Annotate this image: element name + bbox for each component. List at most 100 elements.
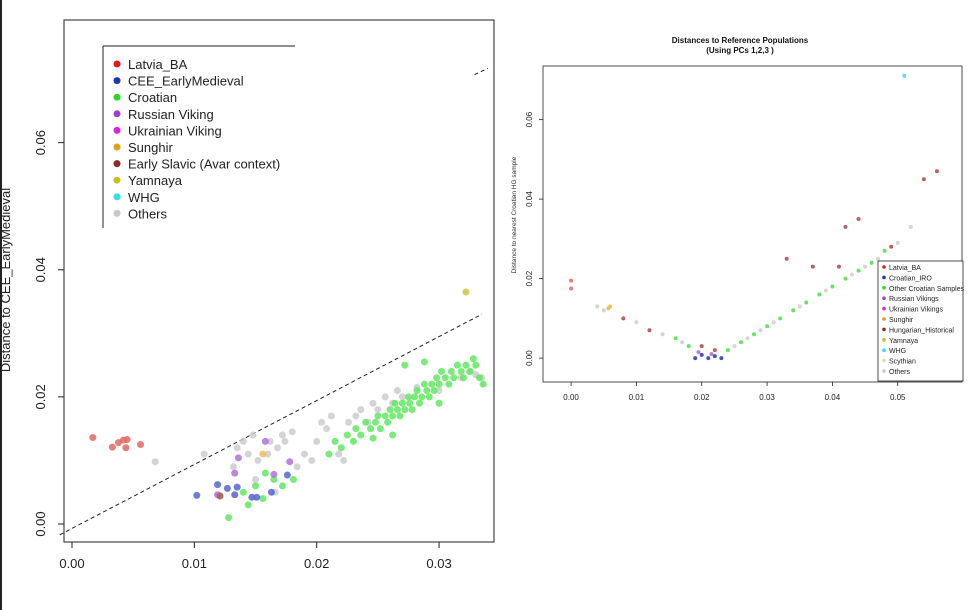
- data-point-others: [300, 450, 308, 458]
- legend-label: Russian Viking: [128, 107, 214, 122]
- x-tick-label: 0.00: [563, 393, 579, 402]
- data-point-others: [274, 444, 282, 452]
- data-point-croatian: [376, 425, 384, 433]
- data-point-hungarian-historical: [856, 216, 861, 221]
- legend-swatch: [113, 193, 121, 201]
- legend-label: Russian Vikings: [889, 296, 939, 303]
- data-point-others: [293, 463, 301, 471]
- data-point-others: [908, 224, 913, 229]
- data-point-others: [308, 456, 316, 464]
- data-point-croatian: [441, 374, 449, 382]
- data-point-others: [357, 406, 365, 414]
- data-point-croatian: [239, 488, 247, 496]
- legend-swatch: [113, 77, 121, 85]
- data-point-others: [680, 340, 685, 345]
- data-point-latvia-ba: [569, 286, 574, 291]
- data-point-croatian: [252, 482, 260, 490]
- data-point-latvia-ba: [122, 444, 130, 452]
- data-point-croatian: [391, 399, 399, 407]
- data-point-croatian: [415, 399, 423, 407]
- data-point-hungarian-historical: [810, 264, 815, 269]
- data-point-latvia-ba: [569, 278, 574, 283]
- data-point-croatian-iro: [719, 356, 724, 361]
- legend-label: Yamnaya: [889, 338, 918, 345]
- data-point-croatian-iro: [699, 352, 704, 357]
- data-point-other-croatian-samples: [817, 292, 822, 297]
- data-point-croatian: [337, 444, 345, 452]
- x-tick-label: 0.02: [304, 556, 329, 571]
- data-point-croatian: [445, 380, 453, 388]
- data-point-others: [200, 450, 208, 458]
- legend-label: Latvia_BA: [128, 57, 188, 72]
- data-point-croatian: [428, 380, 436, 388]
- data-point-latvia-ba: [137, 441, 145, 449]
- data-point-croatian: [331, 437, 339, 445]
- data-point-croatian: [460, 374, 468, 382]
- data-point-croatian: [438, 367, 446, 375]
- data-point-others: [249, 431, 257, 439]
- data-point-croatian-iro: [712, 354, 717, 359]
- data-point-croatian: [420, 358, 428, 366]
- data-point-other-croatian-samples: [882, 248, 887, 253]
- legend-swatch: [113, 176, 121, 184]
- data-point-croatian: [398, 399, 406, 407]
- data-point-early-slavic-avar-context-: [216, 492, 224, 500]
- legend-label: Scythian: [889, 359, 916, 366]
- data-point-other-croatian-samples: [778, 316, 783, 321]
- data-point-whg: [902, 73, 907, 78]
- y-axis-label: Distance to nearest Croatian HG sample: [511, 156, 518, 273]
- data-point-croatian: [418, 393, 426, 401]
- data-point-others: [374, 406, 382, 414]
- data-point-others: [230, 463, 238, 471]
- data-point-russian-viking: [234, 454, 242, 462]
- data-point-croatian: [401, 361, 409, 369]
- data-point-others: [244, 450, 252, 458]
- legend-swatch: [113, 126, 121, 134]
- data-point-yamnaya: [462, 288, 470, 296]
- data-point-croatian: [404, 393, 412, 401]
- data-point-others: [771, 320, 776, 325]
- legend-swatch: [882, 286, 886, 290]
- data-point-others: [264, 450, 272, 458]
- data-point-cee-earlymedieval: [223, 484, 231, 492]
- data-point-cee-earlymedieval: [231, 491, 239, 499]
- data-point-croatian: [435, 380, 443, 388]
- legend-label: Croatian_IRO: [889, 275, 932, 282]
- reference-dashed-segment: [474, 67, 489, 76]
- x-tick-label: 0.04: [825, 393, 841, 402]
- data-point-other-croatian-samples: [856, 268, 861, 273]
- data-point-croatian: [349, 437, 357, 445]
- y-tick-label: 0.06: [33, 130, 48, 155]
- data-point-other-croatian-samples: [791, 308, 796, 313]
- data-point-others: [254, 456, 262, 464]
- data-point-croatian: [371, 418, 379, 426]
- legend-box: [877, 260, 964, 382]
- data-point-hungarian-historical: [647, 328, 652, 333]
- data-point-others: [322, 425, 330, 433]
- y-tick-label: 0.00: [33, 511, 48, 536]
- y-tick-label: 0.04: [525, 191, 534, 207]
- data-point-latvia-ba: [123, 435, 131, 443]
- data-point-others: [313, 437, 321, 445]
- data-point-others: [850, 272, 854, 277]
- data-point-russian-viking: [270, 470, 278, 478]
- data-point-croatian: [420, 380, 428, 388]
- data-point-croatian: [413, 387, 421, 395]
- data-point-others: [745, 336, 750, 341]
- data-point-hungarian-historical: [621, 316, 626, 321]
- x-tick-label: 0.05: [890, 393, 906, 402]
- data-point-cee-earlymedieval: [193, 491, 201, 499]
- data-point-croatian: [462, 361, 470, 369]
- data-point-croatian: [469, 355, 477, 363]
- data-point-other-croatian-samples: [686, 344, 691, 349]
- legend-label: Others: [128, 206, 168, 221]
- data-point-others: [335, 450, 343, 458]
- data-point-other-croatian-samples: [752, 332, 756, 337]
- data-point-croatian: [389, 431, 397, 439]
- data-point-others: [823, 288, 828, 293]
- data-point-croatian: [384, 418, 392, 426]
- legend-swatch: [882, 369, 886, 373]
- data-point-croatian: [393, 406, 401, 414]
- data-point-russian-vikings: [696, 350, 701, 355]
